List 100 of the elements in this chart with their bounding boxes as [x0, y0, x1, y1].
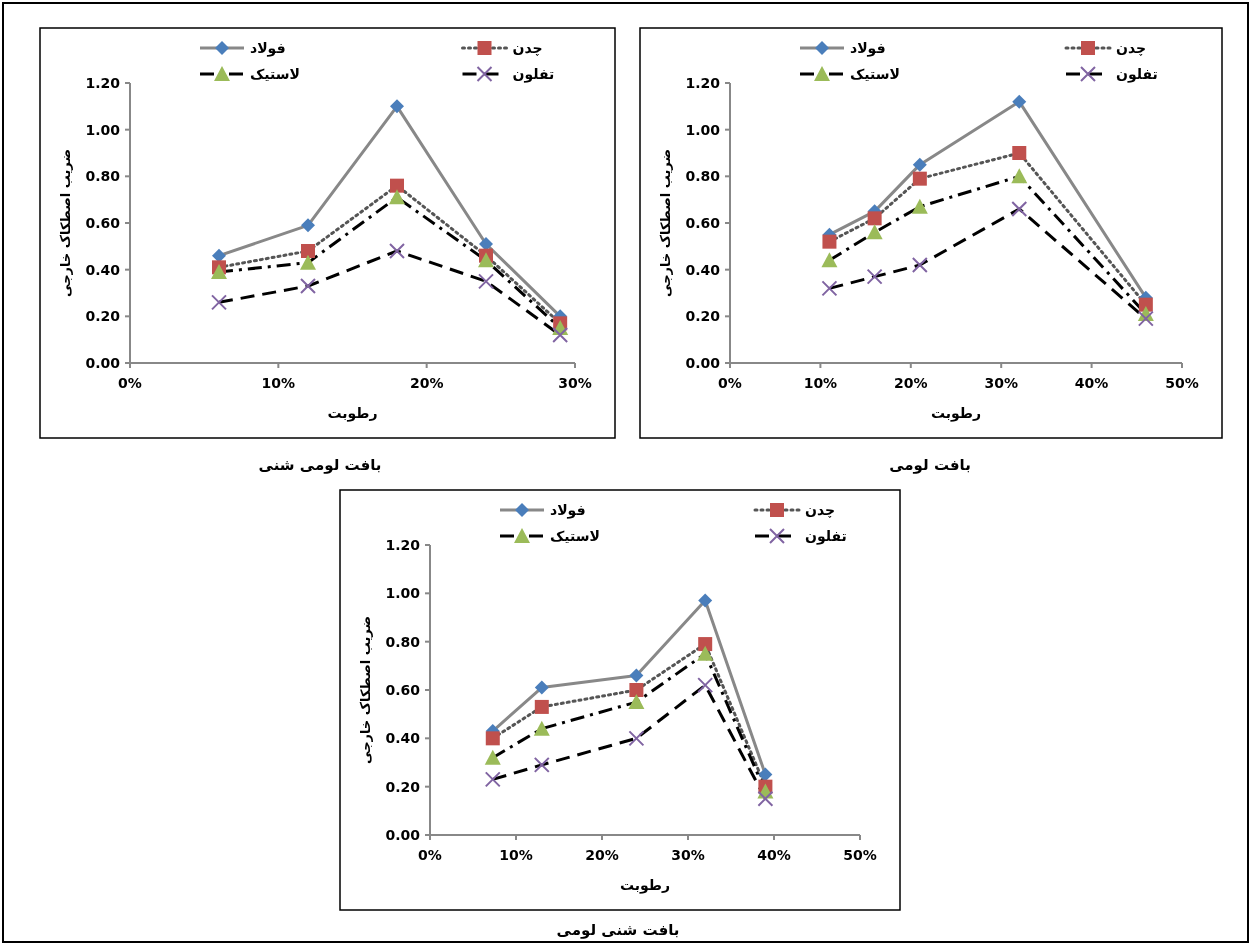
point: [757, 790, 774, 807]
legend-label: تفلون: [1116, 66, 1158, 83]
point: [212, 248, 226, 263]
legend-label: فولاد: [550, 502, 586, 519]
y-tick-label: 0.40: [385, 730, 421, 747]
y-tick-label: 0.60: [385, 682, 421, 698]
point: [698, 637, 713, 652]
y-tick-label: 0.20: [685, 308, 721, 325]
legend-item: چدن: [461, 40, 543, 56]
y-axis-title: ضریب اصطکاک خارجی: [58, 148, 73, 298]
x-tick-label: 30%: [671, 847, 705, 863]
point: [479, 237, 493, 251]
point: [552, 327, 569, 343]
y-tick-label: 0.80: [85, 168, 121, 185]
text: بافت لومی شنی: [258, 456, 382, 474]
y-tick-label: 0.60: [685, 215, 721, 231]
legend-item: فولاد: [800, 40, 886, 56]
x-tick-label: 50%: [843, 847, 877, 863]
point: [533, 756, 550, 773]
point: [485, 731, 500, 746]
point: [629, 683, 644, 697]
legend-label: چدن: [805, 502, 836, 519]
x-tick-label: 30%: [558, 375, 592, 391]
point: [628, 694, 645, 710]
point: [389, 243, 405, 259]
y-tick-label: 1.20: [385, 537, 421, 553]
point: [912, 171, 927, 186]
y-tick-label: 0.00: [685, 355, 721, 371]
x-tick-label: 20%: [585, 847, 619, 863]
y-tick-label: 0.40: [685, 261, 721, 278]
point: [211, 264, 227, 279]
point: [534, 699, 549, 714]
point: [478, 252, 494, 268]
point: [822, 234, 837, 249]
y-tick-label: 0.40: [85, 261, 121, 278]
point: [1011, 201, 1028, 217]
point: [1012, 94, 1027, 109]
point: [821, 252, 838, 268]
x-tick-label: 40%: [1074, 375, 1109, 391]
y-tick-label: 1.00: [85, 121, 121, 138]
y-tick-label: 1.00: [385, 585, 421, 602]
point: [821, 280, 838, 297]
y-tick-label: 0.00: [85, 355, 121, 371]
point: [1012, 146, 1027, 160]
legend-label: فولاد: [250, 40, 286, 57]
legend-label: فولاد: [850, 40, 886, 57]
point: [389, 189, 405, 205]
point: [697, 677, 714, 694]
x-tick-label: 50%: [1165, 375, 1199, 391]
legend-label: لاستیک: [250, 66, 300, 82]
x-tick-label: 40%: [757, 847, 791, 863]
y-axis-title: ضریب اصطکاک خارجی: [358, 615, 373, 765]
point: [866, 224, 883, 240]
point: [300, 254, 316, 270]
y-tick-label: 0.80: [685, 168, 721, 185]
x-tick-label: 0%: [718, 375, 742, 391]
text: بافت لومی: [889, 456, 971, 474]
y-axis-title: ضریب اصطکاک خارجی: [658, 148, 673, 298]
legend-label: تفلون: [805, 528, 847, 545]
legend-label: چدن: [512, 40, 543, 57]
point: [911, 257, 928, 273]
legend-label: تفلون: [512, 66, 555, 83]
y-tick-label: 1.20: [685, 75, 721, 91]
x-axis-title: رطوبت: [930, 405, 982, 422]
legend-item: فولاد: [200, 40, 286, 56]
legend-label: لاستیک: [850, 66, 900, 82]
legend-label: چدن: [1116, 40, 1147, 57]
legend-item: فولاد: [500, 502, 586, 518]
x-tick-label: 0%: [418, 847, 442, 863]
point: [911, 198, 928, 214]
point: [628, 730, 645, 747]
point: [390, 178, 404, 193]
point: [697, 645, 714, 661]
point: [300, 278, 316, 294]
legend-item: لاستیک: [800, 66, 900, 82]
legend-item: لاستیک: [500, 528, 600, 544]
legend-item: چدن: [1064, 40, 1147, 56]
point: [758, 767, 773, 782]
x-tick-label: 30%: [984, 375, 1018, 391]
point: [698, 593, 713, 608]
x-tick-label: 10%: [499, 847, 533, 863]
legend-item: تفلون: [1066, 66, 1158, 82]
y-tick-label: 0.20: [85, 308, 121, 325]
point: [484, 749, 501, 765]
legend-item: تفلون: [462, 66, 555, 82]
x-axis-title: رطوبت: [327, 405, 378, 422]
point: [478, 273, 494, 290]
point: [211, 294, 227, 311]
x-tick-label: 10%: [803, 375, 838, 391]
y-tick-label: 1.20: [85, 75, 121, 91]
y-tick-label: 0.80: [385, 633, 421, 650]
y-tick-label: 0.20: [385, 778, 421, 795]
legend-item: لاستیک: [200, 66, 300, 82]
x-tick-label: 0%: [118, 375, 142, 391]
y-tick-label: 1.00: [685, 121, 721, 138]
x-axis-title: رطوبت: [619, 877, 671, 894]
point: [533, 720, 550, 736]
point: [390, 99, 404, 114]
y-tick-label: 0.00: [385, 827, 421, 843]
point: [484, 771, 501, 788]
